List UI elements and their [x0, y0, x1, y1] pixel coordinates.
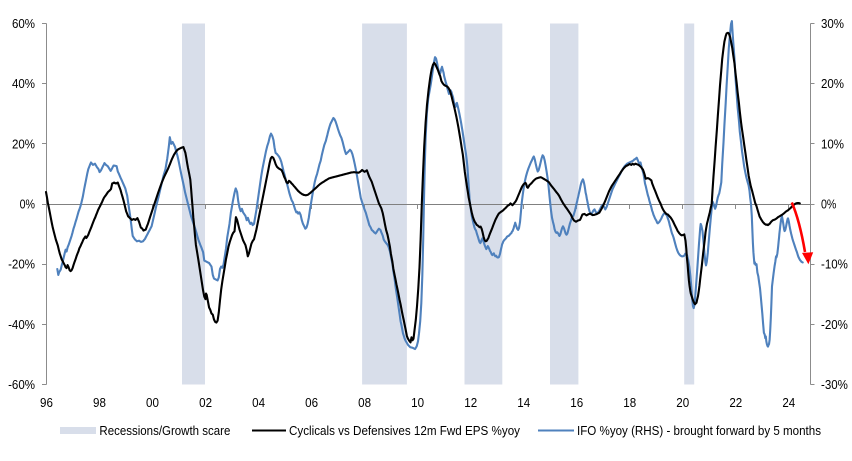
svg-text:12: 12: [464, 395, 477, 410]
svg-text:0%: 0%: [20, 197, 36, 212]
svg-text:96: 96: [40, 395, 53, 410]
svg-text:20%: 20%: [12, 136, 35, 151]
svg-text:-30%: -30%: [821, 377, 848, 392]
svg-text:-20%: -20%: [8, 257, 35, 272]
svg-text:10: 10: [411, 395, 424, 410]
svg-text:IFO %yoy (RHS) - brought forwa: IFO %yoy (RHS) - brought forward by 5 mo…: [577, 423, 821, 438]
svg-text:30%: 30%: [821, 16, 844, 31]
svg-text:20: 20: [676, 395, 689, 410]
svg-text:-20%: -20%: [821, 317, 848, 332]
svg-text:00: 00: [146, 395, 159, 410]
svg-text:02: 02: [199, 395, 212, 410]
svg-text:40%: 40%: [12, 76, 35, 91]
svg-text:04: 04: [252, 395, 265, 410]
svg-text:20%: 20%: [821, 76, 844, 91]
svg-text:Cyclicals vs Defensives 12m Fw: Cyclicals vs Defensives 12m Fwd EPS %yoy: [289, 423, 520, 438]
svg-text:Recessions/Growth scare: Recessions/Growth scare: [99, 423, 230, 438]
svg-text:18: 18: [623, 395, 636, 410]
svg-text:-10%: -10%: [821, 257, 848, 272]
svg-text:-40%: -40%: [8, 317, 35, 332]
svg-text:10%: 10%: [821, 136, 844, 151]
svg-text:16: 16: [570, 395, 583, 410]
svg-text:08: 08: [358, 395, 371, 410]
svg-text:22: 22: [729, 395, 742, 410]
svg-text:-60%: -60%: [8, 377, 35, 392]
svg-text:60%: 60%: [12, 16, 35, 31]
svg-text:06: 06: [305, 395, 318, 410]
svg-text:0%: 0%: [821, 197, 837, 212]
svg-text:14: 14: [517, 395, 530, 410]
svg-text:98: 98: [93, 395, 106, 410]
svg-text:24: 24: [782, 395, 795, 410]
